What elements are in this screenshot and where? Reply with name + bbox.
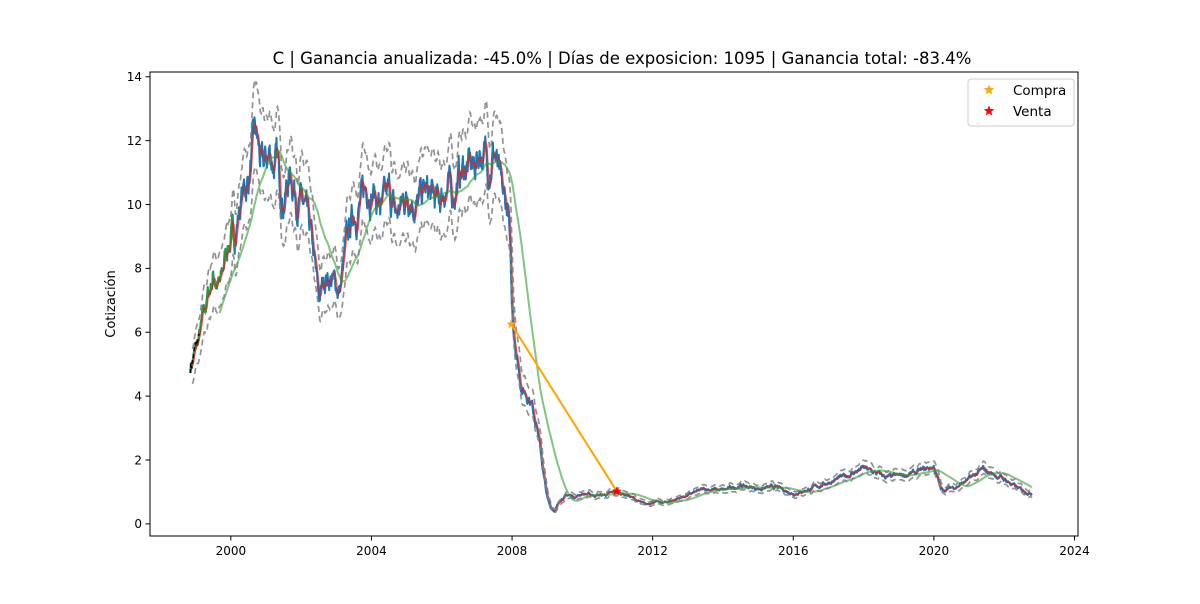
chart-title: C | Ganancia anualizada: -45.0% | Días d…	[273, 49, 972, 68]
legend-star-venta	[983, 105, 995, 116]
legend: Compra Venta	[967, 78, 1075, 127]
x-tick-label: 2008	[497, 544, 528, 558]
x-tick-label: 2012	[637, 544, 668, 558]
y-axis: 0 2 4 6 8 10 12 14	[127, 70, 150, 531]
y-tick-label: 10	[127, 198, 142, 212]
short-moving-average-line	[191, 122, 1033, 512]
y-tick-label: 8	[134, 262, 142, 276]
legend-marker-venta	[983, 105, 995, 116]
x-tick-label: 2024	[1059, 544, 1090, 558]
sell-marker	[611, 486, 622, 496]
y-tick-label: 0	[134, 517, 142, 531]
legend-marker-compra	[983, 84, 995, 95]
y-axis-label: Cotización	[104, 270, 119, 337]
legend-box	[967, 78, 1075, 127]
x-tick-label: 2000	[216, 544, 247, 558]
buy-marker	[506, 319, 517, 329]
x-tick-label: 2016	[778, 544, 809, 558]
lower-band-line	[191, 166, 1033, 514]
x-tick-label: 2004	[356, 544, 387, 558]
legend-star-compra	[983, 84, 995, 95]
upper-band-line	[191, 78, 1033, 511]
axes-frame	[149, 71, 1079, 537]
series-layer	[189, 78, 1033, 514]
y-tick-label: 12	[127, 134, 142, 148]
y-tick-label: 14	[127, 70, 142, 84]
x-axis: 2000 2004 2008 2012 2016 2020 2024	[216, 536, 1090, 558]
y-tick-label: 4	[134, 389, 142, 403]
plot-area: 2000 2004 2008 2012 2016 2020 2024 0 2 4 6 8 10 12 14…	[104, 70, 1090, 558]
y-tick-label: 2	[134, 453, 142, 467]
trade-line	[510, 323, 618, 492]
long-moving-average-line	[218, 150, 1033, 504]
legend-label-venta: Venta	[1013, 104, 1052, 120]
x-tick-label: 2020	[919, 544, 950, 558]
legend-label-compra: Compra	[1013, 83, 1066, 99]
y-tick-label: 6	[134, 326, 142, 340]
